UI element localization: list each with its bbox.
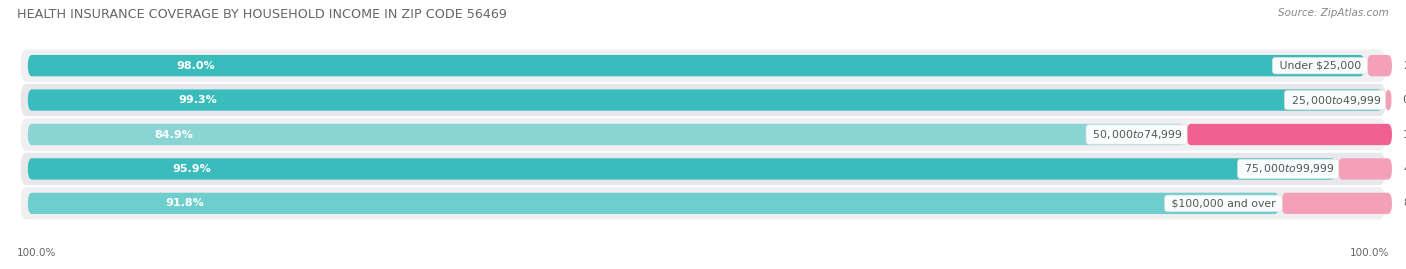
Text: Source: ZipAtlas.com: Source: ZipAtlas.com: [1278, 8, 1389, 18]
Text: 4.1%: 4.1%: [1403, 164, 1406, 174]
FancyBboxPatch shape: [28, 89, 1382, 111]
FancyBboxPatch shape: [21, 187, 1385, 220]
Text: Under $25,000: Under $25,000: [1275, 61, 1364, 71]
Text: 0.67%: 0.67%: [1403, 95, 1406, 105]
Text: 15.1%: 15.1%: [1403, 129, 1406, 140]
FancyBboxPatch shape: [28, 55, 1364, 76]
FancyBboxPatch shape: [1187, 124, 1392, 145]
FancyBboxPatch shape: [21, 49, 1385, 82]
FancyBboxPatch shape: [21, 84, 1385, 116]
FancyBboxPatch shape: [1282, 193, 1392, 214]
FancyBboxPatch shape: [1367, 55, 1392, 76]
Text: 95.9%: 95.9%: [173, 164, 211, 174]
Text: $50,000 to $74,999: $50,000 to $74,999: [1090, 128, 1184, 141]
Text: 99.3%: 99.3%: [179, 95, 217, 105]
Text: $75,000 to $99,999: $75,000 to $99,999: [1241, 162, 1336, 175]
Text: 98.0%: 98.0%: [176, 61, 215, 71]
FancyBboxPatch shape: [21, 118, 1385, 151]
Text: 8.2%: 8.2%: [1403, 198, 1406, 208]
FancyBboxPatch shape: [1339, 158, 1392, 180]
Text: 100.0%: 100.0%: [1350, 248, 1389, 258]
Text: $100,000 and over: $100,000 and over: [1168, 198, 1279, 208]
Text: HEALTH INSURANCE COVERAGE BY HOUSEHOLD INCOME IN ZIP CODE 56469: HEALTH INSURANCE COVERAGE BY HOUSEHOLD I…: [17, 8, 506, 21]
FancyBboxPatch shape: [1385, 89, 1392, 111]
Text: 100.0%: 100.0%: [17, 248, 56, 258]
FancyBboxPatch shape: [21, 153, 1385, 185]
FancyBboxPatch shape: [28, 193, 1279, 214]
FancyBboxPatch shape: [28, 124, 1184, 145]
Text: $25,000 to $49,999: $25,000 to $49,999: [1288, 94, 1382, 107]
FancyBboxPatch shape: [28, 158, 1336, 180]
Text: 2.0%: 2.0%: [1403, 61, 1406, 71]
Text: 91.8%: 91.8%: [166, 198, 205, 208]
Text: 84.9%: 84.9%: [155, 129, 193, 140]
